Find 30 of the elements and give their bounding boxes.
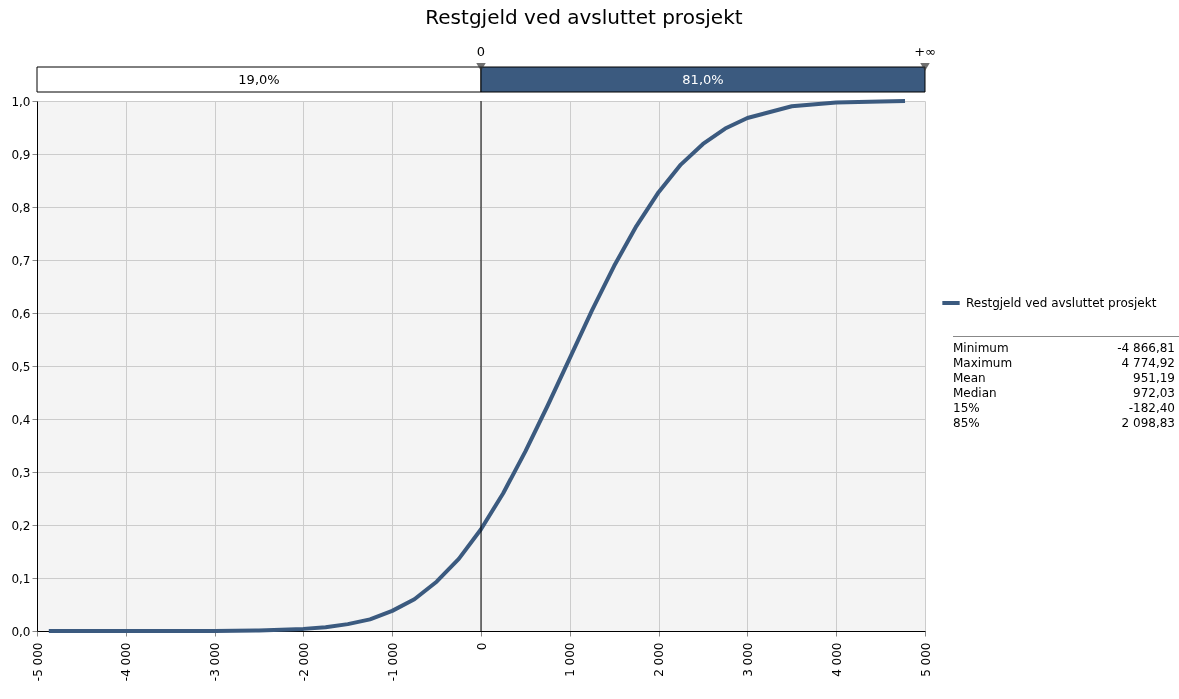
x-tick-label: -2 000	[296, 642, 311, 682]
x-tick-label: 0	[474, 642, 489, 651]
text: +∞	[914, 44, 936, 59]
line-series	[46, 99, 908, 633]
y-tick-label: 0,0	[11, 624, 31, 639]
y-tick-label: 0,5	[11, 359, 31, 374]
x-tick-label: -3 000	[208, 642, 223, 682]
x-tick-label: 1 000	[563, 642, 578, 677]
ref-line-label: 0	[476, 44, 486, 59]
legend-label: Restgjeld ved avsluttet prosjekt	[966, 296, 1157, 310]
text: 19,0%	[238, 71, 280, 87]
y-tick-label: 0,2	[11, 518, 31, 533]
y-tick-label: 0,3	[11, 465, 31, 480]
y-tick-label: 0,9	[11, 147, 31, 162]
x-tick-label: -4 000	[119, 642, 134, 682]
y-tick-label: 0,6	[11, 306, 31, 321]
x-tick-label: -5 000	[30, 642, 45, 682]
y-tick-label: 0,7	[11, 253, 31, 268]
x-tick-label: 2 000	[652, 642, 667, 677]
statistics-table: Minimum -4 866,81 Maximum 4 774,92 Mean 951,19 Median 972,03 15% -182,40 85% 2 098,83	[953, 336, 1179, 431]
x-tick-label: 5 000	[918, 642, 933, 677]
y-tick-label: 0,1	[11, 571, 31, 586]
y-tick-label: 1,0	[11, 94, 31, 109]
text: 81,0%	[682, 71, 724, 87]
x-tick-label: -1 000	[385, 642, 400, 682]
x-tick-label: 4 000	[829, 642, 844, 677]
x-tick-label: 3 000	[740, 642, 755, 677]
y-tick-label: 0,4	[11, 412, 31, 427]
chart-title: Restgjeld ved avsluttet prosjekt	[425, 5, 743, 29]
y-tick-label: 0,8	[11, 200, 31, 215]
